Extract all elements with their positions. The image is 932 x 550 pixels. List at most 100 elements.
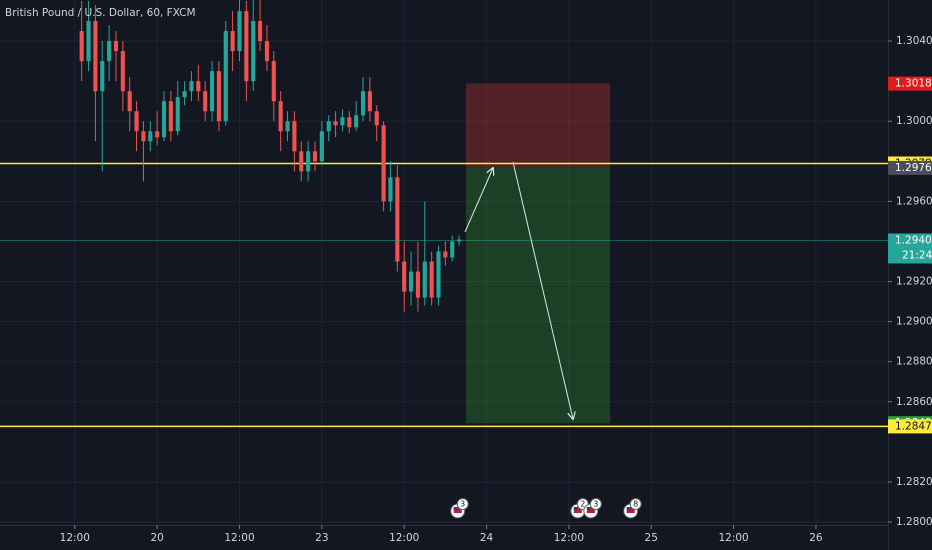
candle-body (168, 101, 173, 132)
x-tick-label: 20 (150, 532, 163, 544)
candle-body (120, 51, 125, 92)
event-count: 3 (460, 500, 465, 509)
candle-body (79, 31, 84, 62)
candle-body (148, 131, 153, 142)
price-label: 1.30188 (895, 78, 932, 90)
candle-body (388, 177, 393, 202)
candle-body (175, 97, 180, 132)
plot-area (0, 0, 888, 525)
candle-body (161, 101, 167, 138)
candle-body (278, 101, 283, 132)
candle-body (360, 91, 366, 116)
stop-zone (465, 83, 611, 168)
y-tick-label: 1.28800 (896, 356, 932, 368)
event-count: 3 (593, 500, 598, 509)
candle-body (429, 261, 434, 298)
candle-body (450, 241, 455, 258)
candle-body (155, 131, 160, 138)
x-tick-label: 12:00 (554, 532, 584, 544)
arrow (512, 161, 573, 419)
event-badge (456, 498, 469, 510)
candle-body (127, 91, 132, 112)
candle-body (436, 251, 441, 298)
event-badge (589, 498, 602, 510)
candle-body (285, 121, 290, 132)
candle-body (319, 131, 324, 162)
candle-body (347, 117, 352, 128)
chart-title: British Pound / U.S. Dollar, 60, FXCM (5, 7, 196, 19)
candle-body (230, 31, 235, 52)
y-tick-label: 1.29600 (896, 195, 932, 207)
candle-body (141, 131, 146, 142)
x-tick-label: 12:00 (718, 532, 748, 544)
candle-body (271, 61, 276, 102)
candle-body (251, 21, 256, 82)
event-count: 2 (580, 500, 585, 509)
event-flag (573, 507, 578, 510)
event-count: 8 (633, 500, 638, 509)
x-tick-label: 12:00 (389, 532, 419, 544)
candle-body (415, 271, 420, 298)
candle-body (326, 121, 331, 132)
y-tick-label: 1.30000 (896, 115, 932, 127)
candle-body (244, 11, 249, 82)
price-label: 1.29767 (895, 162, 932, 174)
candle-body (443, 251, 448, 258)
candle-body (196, 81, 201, 92)
candle-body (381, 125, 386, 202)
candle-body (299, 151, 304, 172)
candle-body (367, 91, 372, 112)
y-tick-label: 1.28000 (896, 516, 932, 528)
y-tick-label: 1.30400 (896, 35, 932, 47)
candle-body (100, 61, 105, 92)
candle-body (237, 11, 242, 52)
y-tick-label: 1.29200 (896, 276, 932, 288)
y-tick-label: 1.29000 (896, 316, 932, 328)
price-label-bg (888, 160, 932, 175)
event-badge (629, 498, 642, 510)
candle-body (113, 41, 119, 52)
y-tick-label: 1.28600 (896, 396, 932, 408)
price-label-bg (888, 233, 932, 264)
x-tick-label: 26 (809, 532, 823, 544)
candle-body (292, 121, 297, 152)
candle-body (182, 91, 187, 98)
candle-body (209, 71, 215, 112)
target-zone (465, 167, 611, 424)
candle-body (402, 261, 407, 292)
event-flag (453, 507, 458, 510)
candle-body (86, 21, 91, 62)
candle-body (264, 41, 270, 62)
candle-body (93, 21, 98, 92)
x-tick-label: 12:00 (60, 532, 90, 544)
y-tick-label: 1.28200 (896, 476, 932, 488)
candle-body (258, 21, 263, 42)
price-label-bg (888, 419, 932, 434)
x-tick-label: 24 (480, 532, 494, 544)
candle-body (203, 91, 208, 112)
price-label: 1.28477 (895, 420, 932, 432)
candle-body (395, 177, 400, 262)
candle-body (223, 31, 228, 122)
x-tick-label: 12:00 (224, 532, 254, 544)
countdown: 21:24 (902, 249, 932, 261)
price-label: 1.29405 (895, 234, 932, 246)
event-flag (626, 507, 631, 510)
price-label-bg (888, 76, 932, 91)
candle-body (306, 151, 311, 172)
candle-body (189, 81, 194, 92)
x-tick-label: 25 (645, 532, 658, 544)
candle-body (409, 271, 414, 292)
candle-body (134, 111, 139, 132)
candle-body (333, 121, 338, 126)
candle-body (354, 115, 359, 128)
candle-body (374, 111, 379, 126)
x-tick-label: 23 (315, 532, 328, 544)
candle-body (340, 117, 345, 126)
candle-body (422, 261, 427, 298)
event-flag (586, 507, 591, 510)
candle-body (216, 71, 221, 122)
candle-body (312, 151, 318, 162)
